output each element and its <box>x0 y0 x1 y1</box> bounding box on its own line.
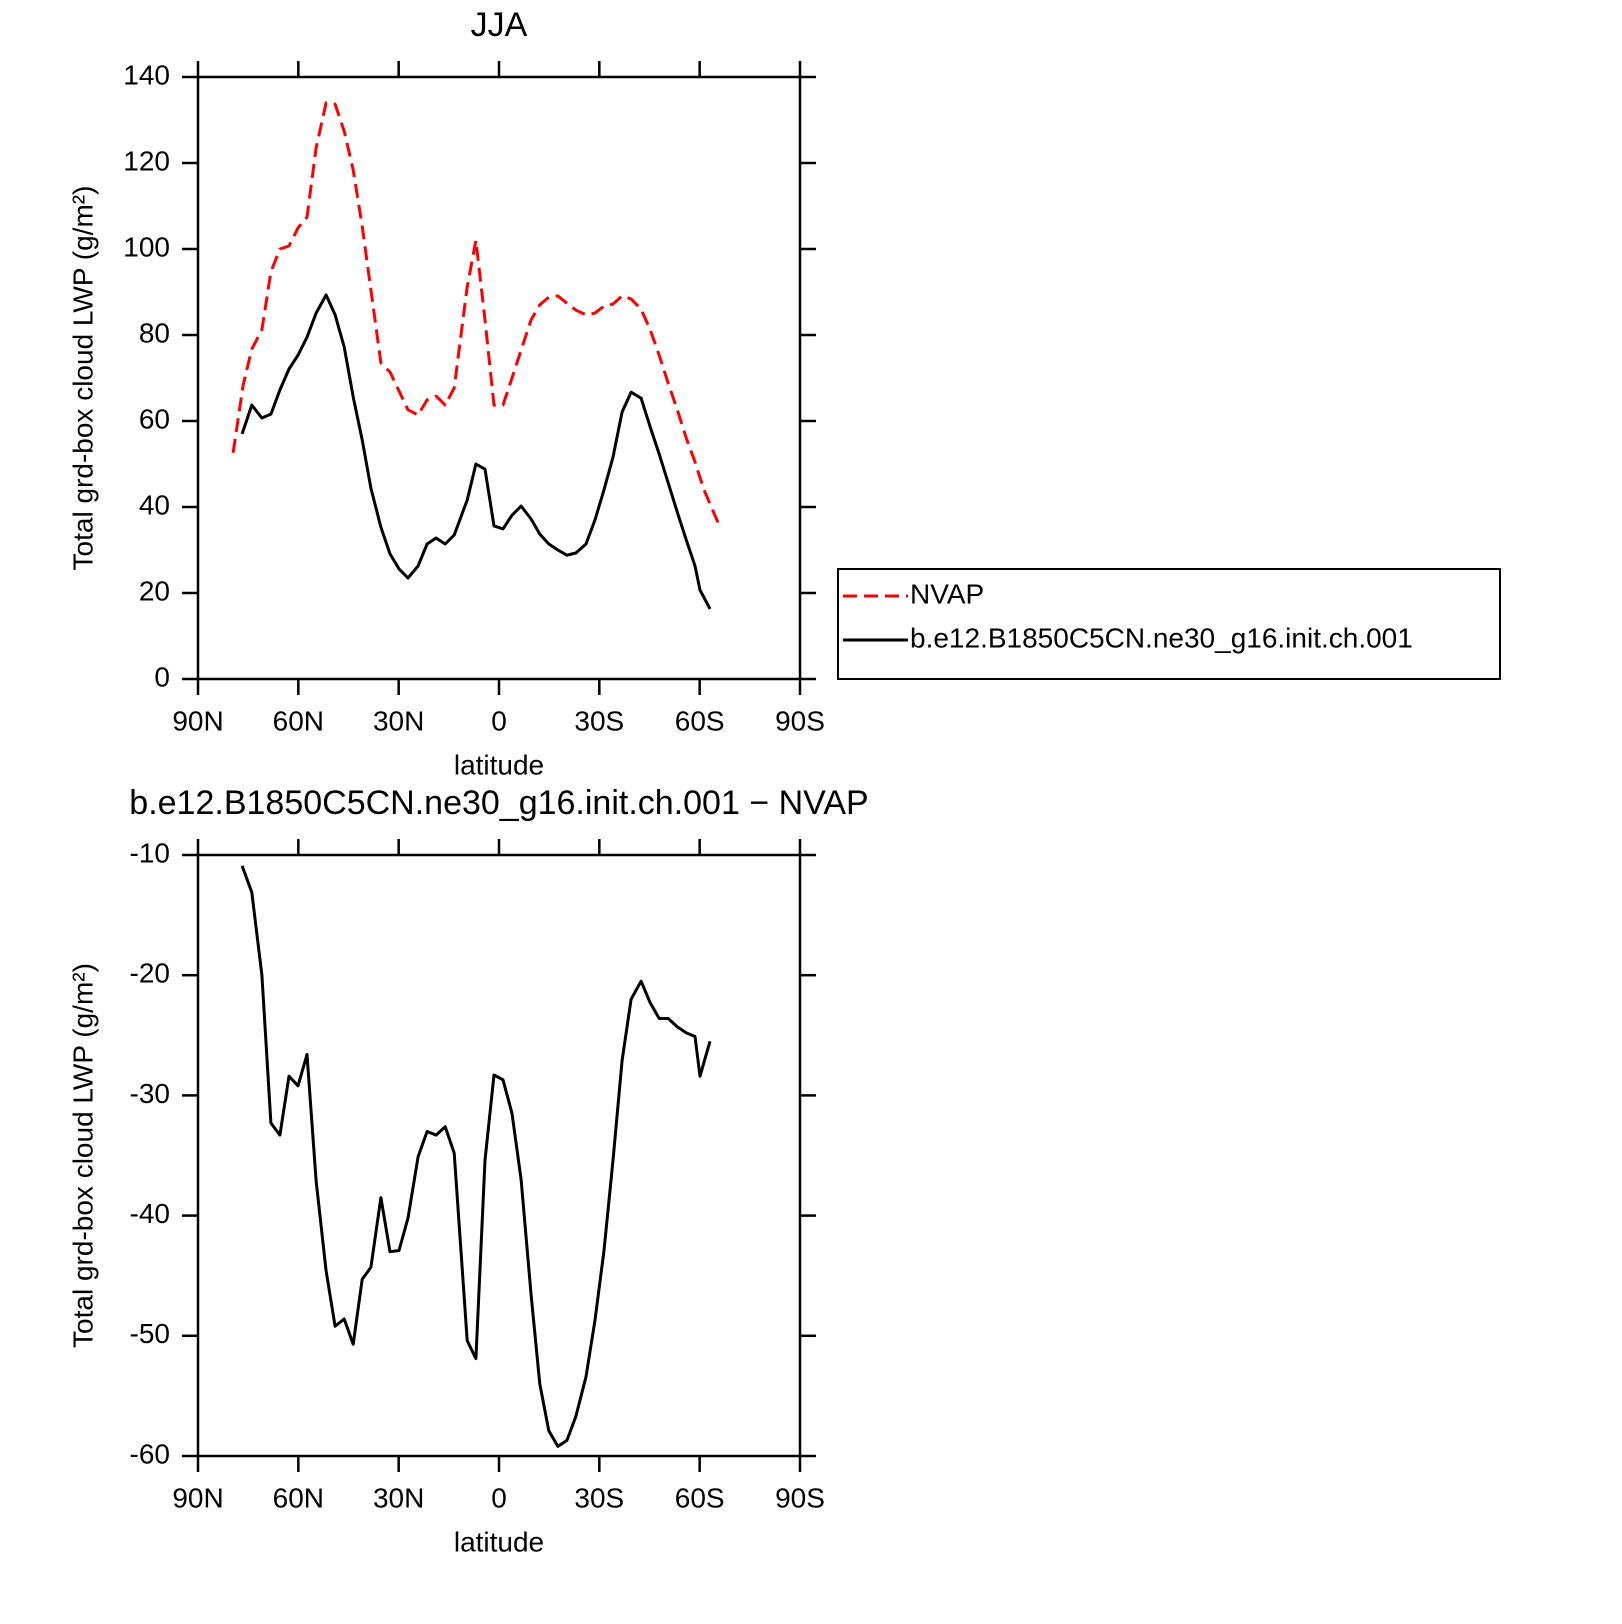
x-tick-label: 90N <box>172 1482 223 1513</box>
x-tick-label: 30S <box>574 705 624 736</box>
x-tick-label: 30N <box>373 705 424 736</box>
x-tick-label: 60S <box>675 1482 725 1513</box>
y-tick-label: 20 <box>139 575 170 606</box>
x-axis-label: latitude <box>454 749 544 780</box>
y-tick-label: -20 <box>130 958 170 989</box>
x-tick-label: 30N <box>373 1482 424 1513</box>
x-axis-label: latitude <box>454 1526 544 1557</box>
y-tick-label: 120 <box>123 145 170 176</box>
y-tick-label: -30 <box>130 1078 170 1109</box>
plot-frame <box>196 75 802 681</box>
x-tick-label: 0 <box>491 705 507 736</box>
data-line <box>240 865 712 1448</box>
x-tick-label: 60S <box>675 705 725 736</box>
x-tick-label: 60N <box>273 705 324 736</box>
x-tick-label: 30S <box>574 1482 624 1513</box>
y-tick-label: 0 <box>154 661 170 692</box>
x-tick-label: 90S <box>775 1482 825 1513</box>
y-tick-label: 140 <box>123 59 170 90</box>
chart-title: JJA <box>471 6 528 44</box>
legend-label: NVAP <box>910 578 984 609</box>
chart-title: b.e12.B1850C5CN.ne30_g16.init.ch.001 − N… <box>129 784 868 822</box>
x-tick-label: 0 <box>491 1482 507 1513</box>
y-tick-label: -50 <box>130 1318 170 1349</box>
y-tick-label: -10 <box>130 837 170 868</box>
y-tick-label: 100 <box>123 231 170 262</box>
y-tick-label: 80 <box>139 317 170 348</box>
legend-label: b.e12.B1850C5CN.ne30_g16.init.ch.001 <box>910 622 1413 653</box>
legend-box <box>837 568 1501 680</box>
y-axis-label: Total grd-box cloud LWP (g/m²) <box>67 963 98 1348</box>
x-tick-label: 60N <box>273 1482 324 1513</box>
y-tick-label: 60 <box>139 403 170 434</box>
x-tick-label: 90N <box>172 705 223 736</box>
data-line <box>231 101 721 526</box>
y-tick-label: -40 <box>130 1198 170 1229</box>
y-axis-label: Total grd-box cloud LWP (g/m²) <box>67 186 98 571</box>
data-line <box>240 293 712 610</box>
y-tick-label: 40 <box>139 489 170 520</box>
plot-frame <box>196 853 802 1458</box>
y-tick-label: -60 <box>130 1438 170 1469</box>
x-tick-label: 90S <box>775 705 825 736</box>
